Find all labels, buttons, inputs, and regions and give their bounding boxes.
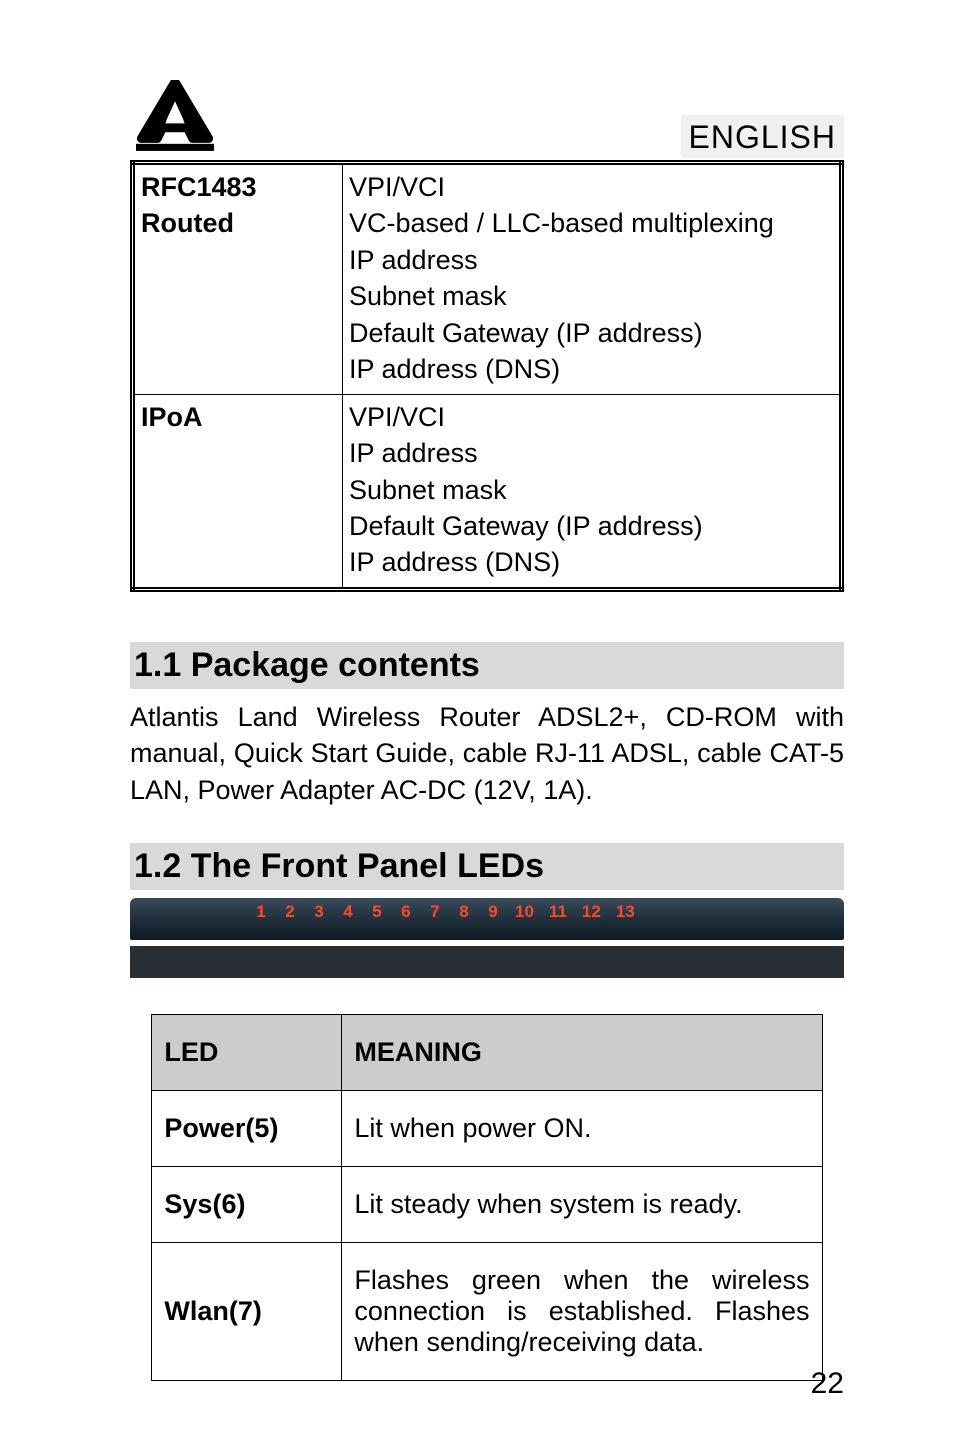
value-line: IP address (349, 245, 478, 275)
table-row: Power(5) Lit when power ON. (152, 1091, 822, 1167)
protocol-values-cell: VPI/VCI IP address Subnet mask Default G… (343, 394, 842, 589)
panel-number: 10 (515, 902, 534, 922)
protocol-name-cell: RFC1483 Routed (133, 163, 343, 395)
value-line: VC-based / LLC-based multiplexing (349, 208, 774, 238)
panel-number: 4 (341, 902, 355, 922)
front-panel-image: 1 2 3 4 5 6 7 8 9 10 11 12 13 (130, 896, 844, 984)
page-header: ENGLISH (130, 80, 844, 158)
value-line: IP address (DNS) (349, 354, 560, 384)
meaning-header-cell: MEANING (342, 1015, 822, 1091)
panel-number: 8 (457, 902, 471, 922)
value-line: Default Gateway (IP address) (349, 318, 703, 348)
panel-number: 6 (399, 902, 413, 922)
led-name-cell: Sys(6) (152, 1167, 342, 1243)
page-number: 22 (811, 1367, 844, 1401)
led-name-cell: Power(5) (152, 1091, 342, 1167)
panel-number: 12 (582, 902, 601, 922)
panel-number: 11 (549, 902, 567, 922)
section-heading-front-panel-leds: 1.2 The Front Panel LEDs (130, 843, 844, 890)
panel-number: 7 (428, 902, 442, 922)
value-line: VPI/VCI (349, 172, 445, 202)
value-line: IP address (DNS) (349, 547, 560, 577)
protocol-name-cell: IPoA (133, 394, 343, 589)
panel-number: 2 (283, 902, 297, 922)
value-line: Subnet mask (349, 475, 507, 505)
led-meaning-cell: Flashes green when the wireless connecti… (342, 1243, 822, 1381)
panel-number: 3 (312, 902, 326, 922)
led-table: LED MEANING Power(5) Lit when power ON. … (151, 1014, 822, 1381)
value-line: VPI/VCI (349, 402, 445, 432)
brand-logo (130, 80, 220, 158)
page: ENGLISH RFC1483 Routed VPI/VCI VC-based … (0, 0, 954, 1441)
panel-bottom-bar (130, 946, 844, 978)
value-line: Default Gateway (IP address) (349, 511, 703, 541)
section-heading-package-contents: 1.1 Package contents (130, 642, 844, 689)
protocol-name-line: Routed (141, 208, 234, 238)
led-meaning-cell: Lit when power ON. (342, 1091, 822, 1167)
panel-number: 1 (254, 902, 268, 922)
protocol-values-cell: VPI/VCI VC-based / LLC-based multiplexin… (343, 163, 842, 395)
protocol-name-line: RFC1483 (141, 172, 257, 202)
language-label: ENGLISH (681, 115, 844, 158)
led-table-header-row: LED MEANING (152, 1015, 822, 1091)
table-row: Sys(6) Lit steady when system is ready. (152, 1167, 822, 1243)
table-row: Wlan(7) Flashes green when the wireless … (152, 1243, 822, 1381)
protocol-params-table: RFC1483 Routed VPI/VCI VC-based / LLC-ba… (130, 160, 844, 592)
panel-number: 13 (616, 902, 635, 922)
table-row: IPoA VPI/VCI IP address Subnet mask Defa… (133, 394, 842, 589)
panel-number: 5 (370, 902, 384, 922)
led-name-cell: Wlan(7) (152, 1243, 342, 1381)
value-line: Subnet mask (349, 281, 507, 311)
package-contents-text: Atlantis Land Wireless Router ADSL2+, CD… (130, 699, 844, 808)
led-meaning-cell: Lit steady when system is ready. (342, 1167, 822, 1243)
panel-number: 9 (486, 902, 500, 922)
led-header-cell: LED (152, 1015, 342, 1091)
table-row: RFC1483 Routed VPI/VCI VC-based / LLC-ba… (133, 163, 842, 395)
panel-number-row: 1 2 3 4 5 6 7 8 9 10 11 12 13 (254, 902, 635, 922)
protocol-name-line: IPoA (141, 402, 203, 432)
value-line: IP address (349, 438, 478, 468)
